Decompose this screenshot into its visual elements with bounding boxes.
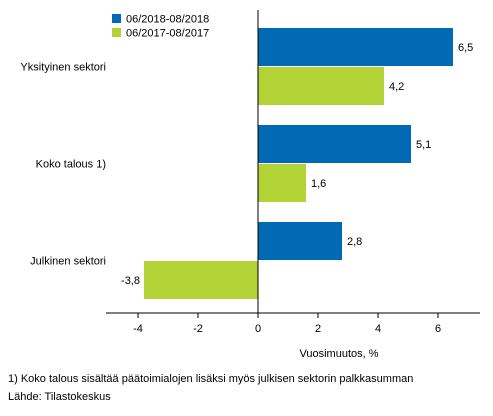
x-tick-label: 6: [435, 323, 441, 335]
x-tick-label: -4: [133, 323, 143, 335]
legend-label-2: 06/2017-08/2017: [126, 28, 209, 40]
source-note: Lähde: Tilastokeskus: [8, 391, 111, 403]
x-tick-label: 2: [315, 323, 321, 335]
data-label: 1,6: [311, 178, 326, 190]
x-tick-labels: -4 -2 0 2 4 6: [133, 313, 441, 335]
category-label: Yksityinen sektori: [20, 62, 106, 74]
category-label: Julkinen sektori: [30, 256, 106, 268]
bar-chart: 06/2018-08/2018 06/2017-08/2017 Yksityine…: [20, 10, 480, 360]
axes: [106, 10, 480, 314]
data-label: -3,8: [121, 275, 140, 287]
value-labels: 6,5 4,2 5,1 1,6 2,8 -3,8: [121, 42, 473, 287]
bar: [144, 261, 258, 299]
legend-swatch-2: [112, 28, 121, 37]
legend-label-1: 06/2018-08/2018: [126, 14, 209, 26]
chart-legend: 06/2018-08/2018 06/2017-08/2017: [112, 14, 209, 40]
data-label: 5,1: [416, 139, 431, 151]
bar: [258, 222, 342, 260]
data-label: 2,8: [347, 236, 362, 248]
x-tick-label: -2: [193, 323, 203, 335]
bars: [144, 28, 453, 299]
footnote: 1) Koko talous sisältää päätoimialojen l…: [8, 373, 414, 385]
x-tick-label: 0: [255, 323, 261, 335]
legend-swatch-1: [112, 14, 121, 23]
x-tick-label: 4: [375, 323, 381, 335]
category-label: Koko talous 1): [36, 159, 106, 171]
bar: [258, 125, 411, 163]
bar: [258, 28, 453, 66]
category-labels: Yksityinen sektori Koko talous 1) Julkinen…: [20, 62, 106, 268]
x-axis-label: Vuosimuutos, %: [299, 348, 378, 360]
data-label: 4,2: [389, 81, 404, 93]
data-label: 6,5: [458, 42, 473, 54]
bar: [258, 164, 306, 202]
bar: [258, 67, 384, 105]
